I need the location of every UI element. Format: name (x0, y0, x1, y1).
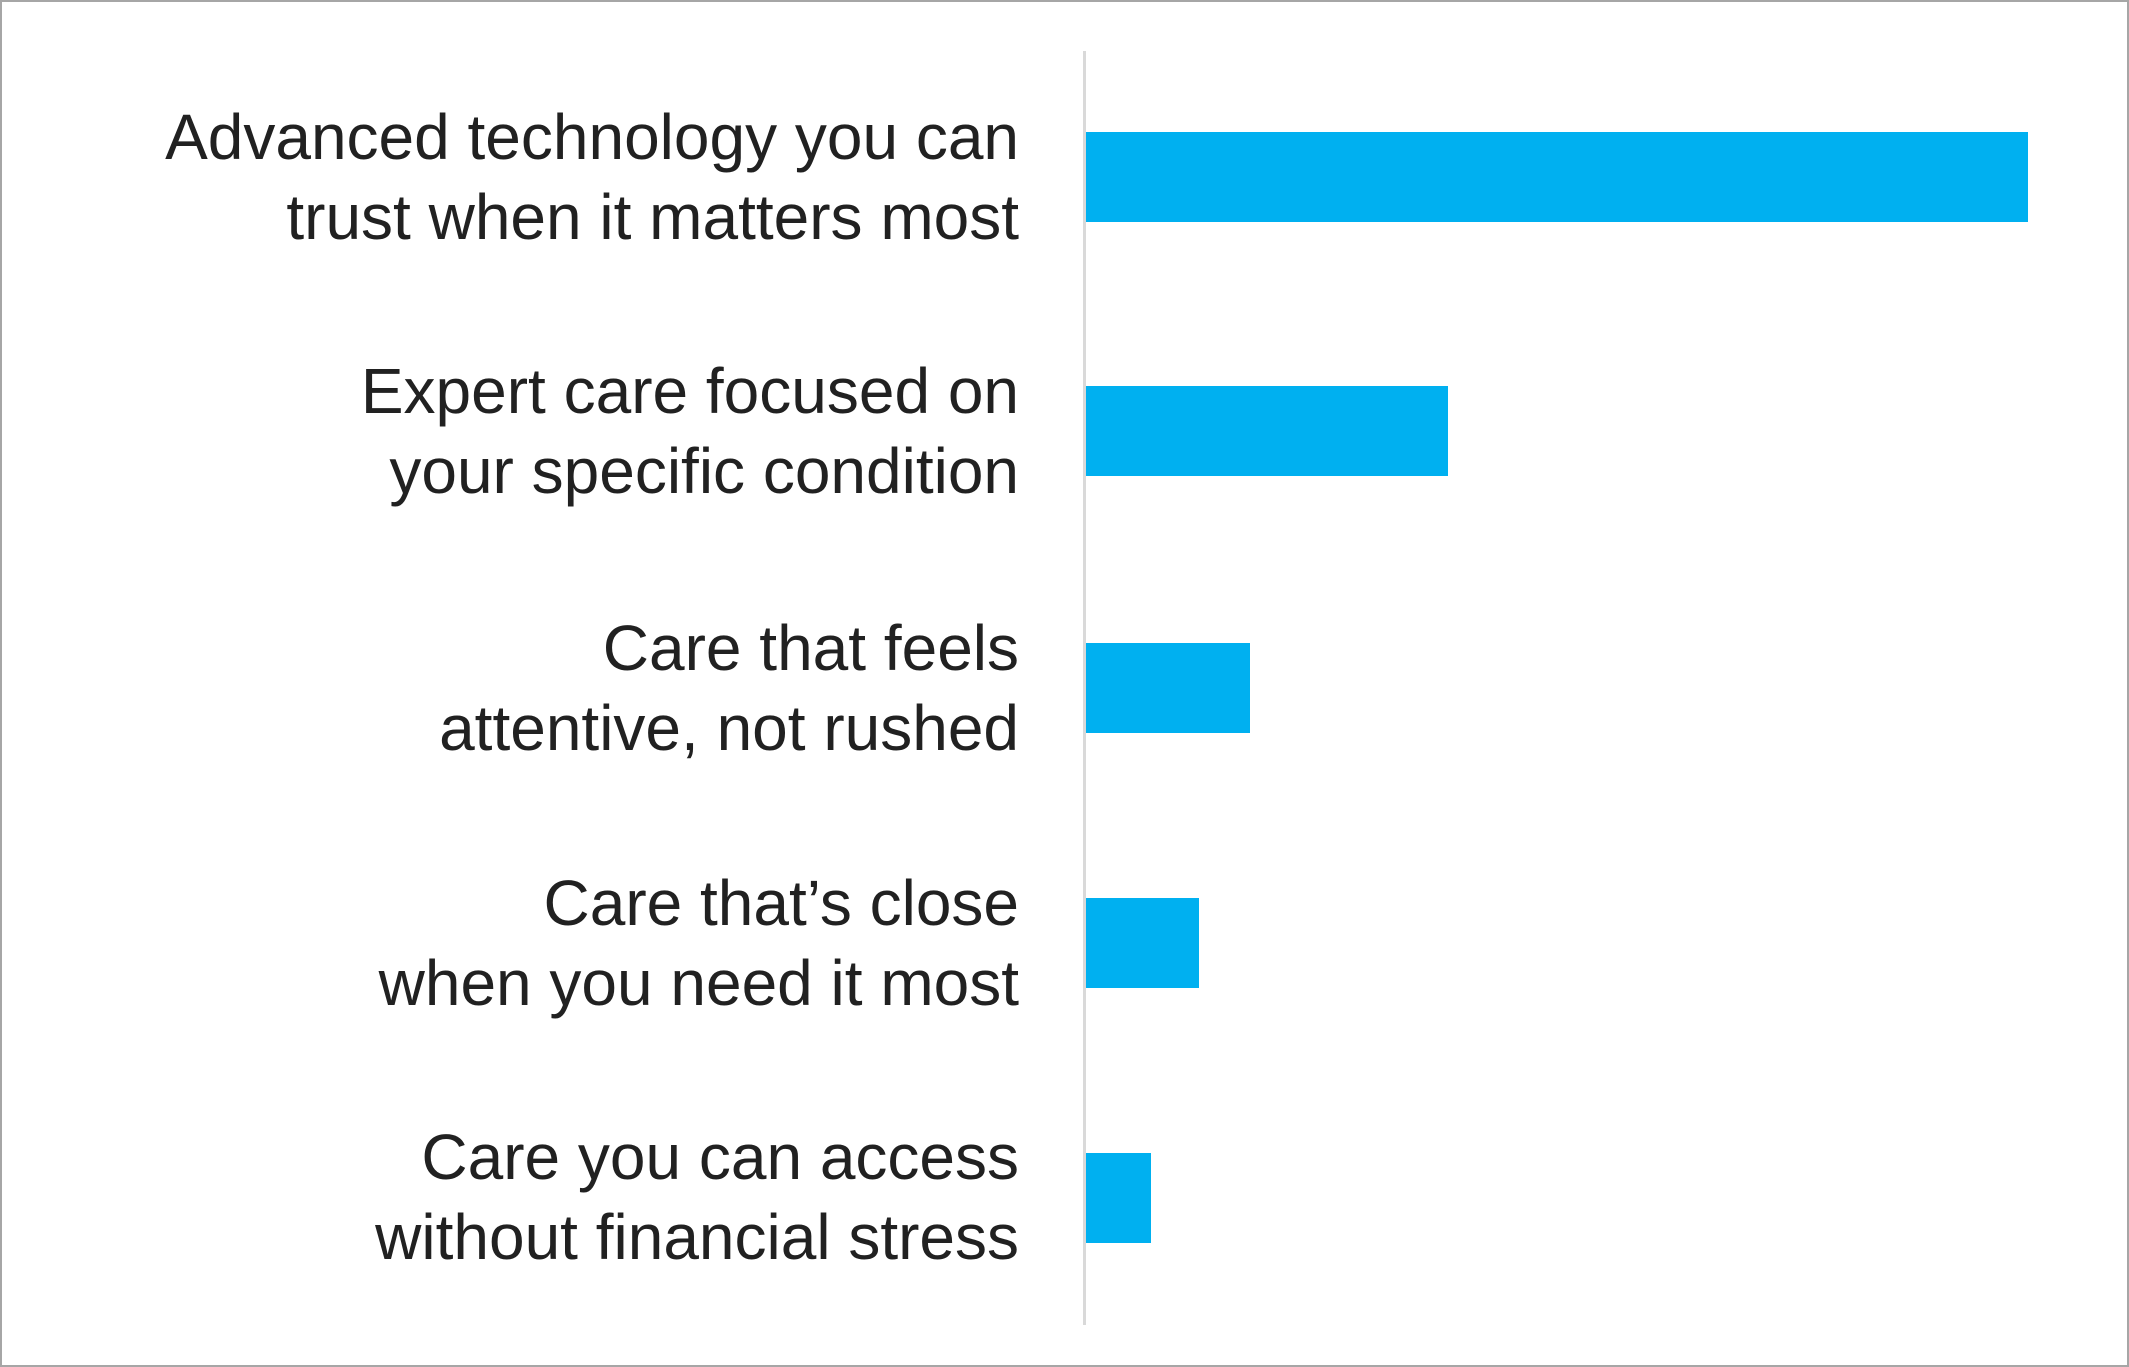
category-label-close-care: Care that’s close when you need it most (2, 863, 1019, 1023)
category-label-line: Advanced technology you can (165, 101, 1019, 173)
category-label-attentive-care: Care that feels attentive, not rushed (2, 608, 1019, 768)
bar-advanced-technology (1086, 132, 2028, 222)
category-label-line: trust when it matters most (286, 181, 1019, 253)
bar-expert-care (1086, 386, 1448, 476)
category-label-line: Care that’s close (543, 867, 1020, 939)
category-label-advanced-technology: Advanced technology you can trust when i… (2, 97, 1019, 257)
category-axis-line (1083, 51, 1086, 1325)
category-label-line: Care that feels (602, 612, 1019, 684)
bar-attentive-care (1086, 643, 1250, 733)
category-label-line: without financial stress (375, 1201, 1019, 1273)
category-label-line: Expert care focused on (360, 355, 1019, 427)
category-label-line: Care you can access (421, 1121, 1019, 1193)
category-label-line: your specific condition (389, 435, 1019, 507)
category-label-expert-care: Expert care focused on your specific con… (2, 351, 1019, 511)
bar-close-care (1086, 898, 1199, 988)
bar-affordable-care (1086, 1153, 1151, 1243)
category-label-affordable-care: Care you can access without financial st… (2, 1117, 1019, 1277)
category-label-line: when you need it most (378, 947, 1019, 1019)
category-label-line: attentive, not rushed (439, 692, 1019, 764)
